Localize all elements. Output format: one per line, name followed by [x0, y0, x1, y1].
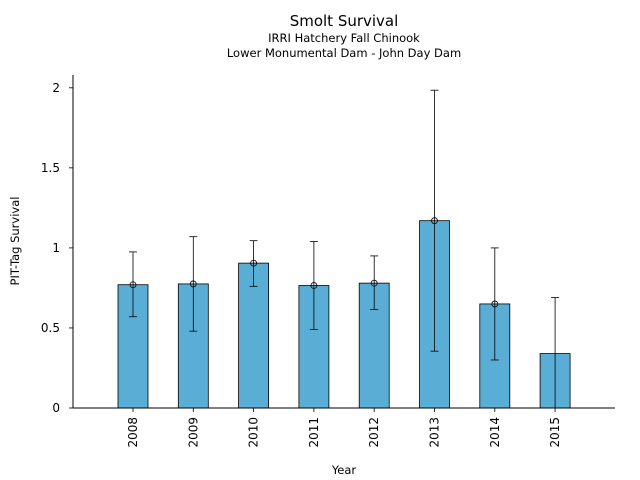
- point-marker-2010: [250, 259, 258, 267]
- x-axis-label: Year: [331, 463, 357, 477]
- point-marker-2014: [491, 300, 499, 308]
- x-tick-label-2014: 2014: [488, 417, 502, 448]
- x-tick-label-2008: 2008: [126, 417, 140, 448]
- y-tick-label-1: 0.5: [41, 321, 60, 335]
- point-marker-2011: [310, 282, 318, 289]
- bars-layer: [117, 220, 571, 409]
- y-axis-label: PIT-Tag Survival: [8, 197, 22, 286]
- chart-title: Smolt Survival: [289, 12, 399, 30]
- y-tick-label-0: 0: [52, 401, 60, 415]
- point-marker-2009: [189, 280, 197, 288]
- x-tick-label-2011: 2011: [307, 417, 321, 448]
- x-ticks: 2008 2009 2010 2011 2012 2013 2014 2015: [126, 408, 562, 448]
- point-marker-2013: [431, 217, 438, 225]
- x-tick-label-2015: 2015: [548, 417, 562, 448]
- x-tick-label-2013: 2013: [428, 417, 442, 448]
- error-bars-layer: [129, 89, 560, 408]
- x-tick-label-2010: 2010: [247, 417, 261, 448]
- y-tick-label-4: 2: [52, 81, 60, 95]
- y-ticks: 0 0.5 1 1.5 2: [41, 81, 73, 415]
- x-tick-label-2009: 2009: [186, 417, 200, 448]
- point-marker-2012: [370, 279, 378, 287]
- y-tick-label-2: 1: [52, 241, 60, 255]
- x-tick-label-2012: 2012: [367, 417, 381, 448]
- point-marker-2008: [129, 281, 137, 289]
- chart-subtitle-2: Lower Monumental Dam - John Day Dam: [226, 46, 462, 60]
- chart-subtitle-1: IRRI Hatchery Fall Chinook: [268, 31, 420, 45]
- y-tick-label-3: 1.5: [41, 161, 60, 175]
